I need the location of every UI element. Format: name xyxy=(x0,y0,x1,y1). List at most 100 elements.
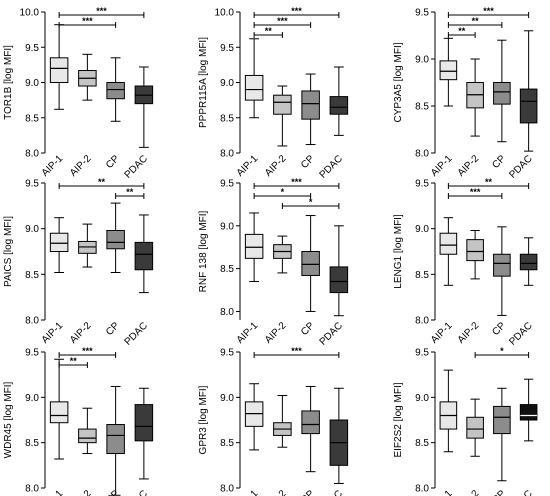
significance-label: ** xyxy=(98,177,106,187)
box-pdac xyxy=(329,387,349,484)
x-category-label: AIP-1 xyxy=(429,320,455,346)
x-category-label: CP xyxy=(490,153,508,171)
box-cp xyxy=(106,202,125,274)
x-category-label: PDAC xyxy=(507,320,534,347)
y-tick-label: 9.0 xyxy=(25,224,39,235)
x-category-label: AIP-1 xyxy=(40,320,66,346)
significance-bracket: *** xyxy=(58,346,117,358)
x-category-label: AIP-2 xyxy=(456,153,482,179)
box-aip-2 xyxy=(273,395,292,448)
y-tick-label: 8.5 xyxy=(220,438,234,449)
significance-bracket: ** xyxy=(253,26,283,38)
x-category-label: AIP-2 xyxy=(456,320,482,346)
y-axis-label: CYP3A5 [log MFI] xyxy=(393,42,404,122)
x-category-label: PDAC xyxy=(123,153,150,180)
box-cp xyxy=(493,39,511,143)
x-category-label: AIP-2 xyxy=(263,488,289,496)
y-tick-label: 8.5 xyxy=(220,113,234,124)
x-category-label: CP xyxy=(490,320,508,338)
y-tick-label: 8.5 xyxy=(25,113,39,124)
significance-bracket: *** xyxy=(58,16,117,28)
iqr-box xyxy=(273,94,292,115)
iqr-box xyxy=(493,405,511,435)
x-category-label: PDAC xyxy=(318,488,345,496)
y-tick-label: 9.5 xyxy=(220,348,234,359)
x-category-label: AIP-1 xyxy=(235,153,261,179)
significance-bracket: *** xyxy=(58,6,145,18)
box-pdac xyxy=(519,378,538,442)
x-category-label: CP xyxy=(299,153,317,171)
significance-bracket: ** xyxy=(447,26,476,38)
y-tick-label: 9.5 xyxy=(415,179,429,190)
significance-label: * xyxy=(281,187,285,197)
significance-label: ** xyxy=(458,26,466,36)
iqr-box xyxy=(49,401,69,424)
significance-label: ** xyxy=(265,26,273,36)
box-cp xyxy=(301,73,320,146)
significance-bracket: *** xyxy=(253,16,312,28)
significance-label: *** xyxy=(277,16,288,26)
iqr-box xyxy=(49,232,69,253)
iqr-box xyxy=(106,229,125,250)
iqr-box xyxy=(134,241,154,271)
y-tick-label: 9.5 xyxy=(220,43,234,54)
significance-label: * xyxy=(309,197,313,207)
y-tick-label: 8.0 xyxy=(220,484,234,495)
significance-bracket: ** xyxy=(447,177,530,189)
x-category-label: CP xyxy=(104,488,122,496)
y-tick-label: 8.5 xyxy=(415,438,429,449)
x-category-label: AIP-2 xyxy=(456,488,482,496)
y-axis-label: RNF 138 [log MFI] xyxy=(198,210,209,292)
box-aip-1 xyxy=(439,217,458,286)
x-category-label: AIP-1 xyxy=(40,488,66,496)
x-category-label: CP xyxy=(299,488,317,496)
iqr-box xyxy=(329,96,349,115)
box-aip-2 xyxy=(273,235,292,274)
iqr-box xyxy=(78,428,97,444)
iqr-box xyxy=(106,82,125,100)
x-category-label: CP xyxy=(104,153,122,171)
x-category-label: CP xyxy=(104,320,122,338)
iqr-box xyxy=(134,404,154,442)
x-category-label: AIP-1 xyxy=(40,153,66,179)
iqr-box xyxy=(301,90,320,120)
box-aip-2 xyxy=(466,58,484,137)
box-aip-2 xyxy=(273,85,292,147)
chart-panel-1: 8.0 8.5 9.0 9.5 10.0 TOR1B [log MFI] AIP-1 AIP-… xyxy=(3,6,154,181)
box-aip-1 xyxy=(244,212,264,282)
significance-label: ** xyxy=(472,16,480,26)
x-category-label: AIP-1 xyxy=(235,488,261,496)
significance-bracket: *** xyxy=(447,6,530,18)
significance-bracket: *** xyxy=(253,346,340,358)
significance-label: *** xyxy=(470,187,481,197)
x-category-label: PDAC xyxy=(123,320,150,347)
y-tick-label: 8.0 xyxy=(25,316,39,327)
x-category-label: AIP-2 xyxy=(68,488,94,496)
significance-bracket: *** xyxy=(253,6,340,18)
chart-panel-2: 8.0 8.5 9.0 9.5 10.0 PPPR115A [log MFI] AIP-1 A… xyxy=(198,6,349,181)
significance-label: ** xyxy=(485,177,493,187)
box-aip-2 xyxy=(78,223,97,268)
significance-bracket: ** xyxy=(447,16,503,28)
box-cp xyxy=(106,57,125,122)
iqr-box xyxy=(519,404,538,421)
significance-bracket: * xyxy=(474,346,530,358)
iqr-box xyxy=(466,416,484,439)
y-axis-label: EIF2S2 [log MFI] xyxy=(393,382,404,457)
significance-bracket: *** xyxy=(253,177,340,189)
y-axis-label: GPR3 [log MFI] xyxy=(198,385,209,454)
y-tick-label: 8.0 xyxy=(415,484,429,495)
y-tick-label: 8.5 xyxy=(415,270,429,281)
y-tick-label: 8.0 xyxy=(415,316,429,327)
y-tick-label: 9.0 xyxy=(220,221,234,232)
box-cp xyxy=(301,215,320,312)
y-tick-label: 8.5 xyxy=(220,264,234,275)
box-aip-2 xyxy=(466,229,484,280)
y-tick-label: 8.0 xyxy=(220,149,234,160)
iqr-box xyxy=(493,82,511,105)
box-aip-1 xyxy=(439,37,458,107)
x-category-label: PDAC xyxy=(507,153,534,180)
